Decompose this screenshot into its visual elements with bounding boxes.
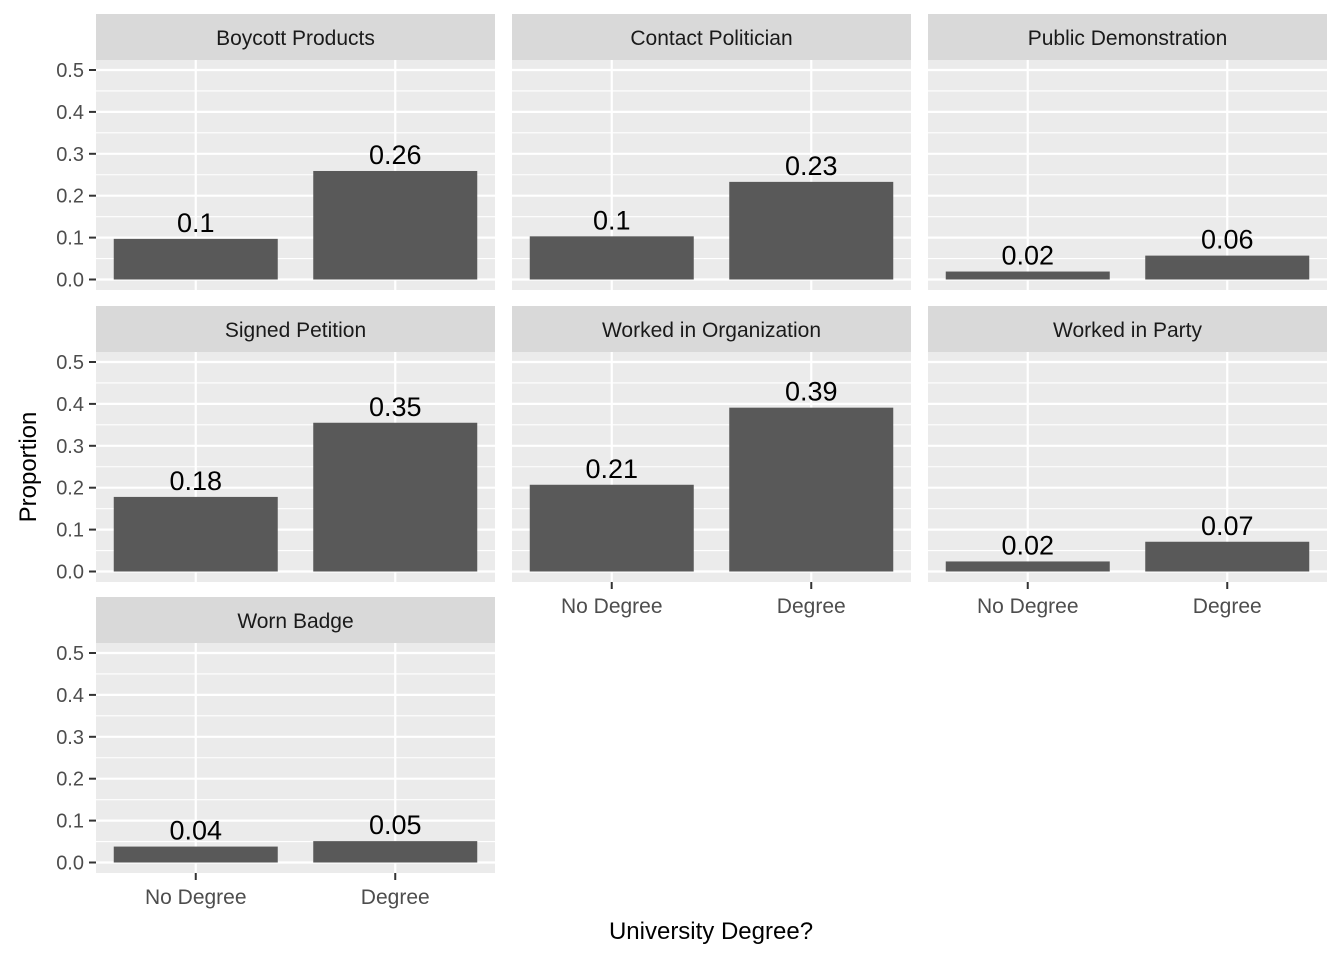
facet-strip [96, 306, 495, 352]
facet-title: Public Demonstration [1028, 27, 1228, 50]
y-tick-label: 0.5 [56, 352, 84, 374]
data-label: 0.26 [369, 140, 422, 170]
bar-degree [729, 407, 894, 572]
data-label: 0.35 [369, 392, 422, 422]
bar-no-degree [945, 561, 1110, 572]
y-tick-label: 0.1 [56, 520, 84, 542]
x-axis-title: University Degree? [609, 918, 813, 945]
y-tick-label: 0.2 [56, 186, 84, 208]
data-label: 0.05 [369, 810, 422, 840]
data-label: 0.02 [1001, 241, 1054, 271]
data-label: 0.1 [593, 205, 631, 235]
y-tick-label: 0.3 [56, 436, 84, 458]
facet-title: Boycott Products [216, 27, 375, 50]
facet-boycott-products: Boycott Products 0.1 0.26 0.0 0.1 0.2 0.3 0.4 0.… [56, 14, 495, 292]
data-label: 0.06 [1201, 225, 1254, 255]
bar-no-degree [529, 236, 694, 280]
y-tick-label: 0.4 [56, 685, 84, 707]
y-tick-label: 0.0 [56, 270, 84, 292]
bar-degree [313, 422, 478, 572]
facet-title: Worked in Party [1053, 319, 1202, 342]
x-tick-label: No Degree [561, 595, 663, 618]
data-label: 0.02 [1001, 530, 1054, 560]
facet-strip [928, 306, 1327, 352]
y-tick-label: 0.3 [56, 144, 84, 166]
facet-signed-petition: Signed Petition 0.18 0.35 0.0 0.1 0.2 0.3 0.4 0.… [56, 306, 495, 584]
y-tick-label: 0.3 [56, 727, 84, 749]
y-tick-label: 0.4 [56, 102, 84, 124]
facet-title: Contact Politician [630, 27, 792, 50]
y-tick-label: 0.0 [56, 853, 84, 875]
facet-strip [512, 14, 911, 60]
y-tick-label: 0.1 [56, 228, 84, 250]
facet-strip [928, 14, 1327, 60]
facet-worked-in-organization: Worked in Organization 0.21 0.39 No Degree D… [512, 306, 911, 618]
x-tick-label: Degree [777, 595, 846, 618]
bar-no-degree [113, 238, 278, 280]
y-tick-label: 0.5 [56, 60, 84, 82]
x-tick-label: No Degree [145, 886, 247, 909]
bar-degree [1145, 255, 1310, 280]
data-label: 0.1 [177, 208, 215, 238]
y-tick-label: 0.0 [56, 562, 84, 584]
bar-no-degree [945, 271, 1110, 280]
facet-public-demonstration: Public Demonstration 0.02 0.06 [928, 14, 1327, 290]
bar-no-degree [113, 496, 278, 572]
facet-strip [96, 14, 495, 60]
bar-degree [313, 841, 478, 863]
y-tick-label: 0.4 [56, 394, 84, 416]
data-label: 0.04 [169, 816, 222, 846]
bar-degree [729, 181, 894, 280]
facet-title: Worked in Organization [602, 319, 821, 342]
y-tick-label: 0.1 [56, 811, 84, 833]
data-label: 0.23 [785, 151, 838, 181]
x-tick-label: Degree [1193, 595, 1262, 618]
facet-strip [96, 597, 495, 643]
bar-degree [1145, 541, 1310, 572]
facet-worked-in-party: Worked in Party 0.02 0.07 No Degree Degree [928, 306, 1327, 618]
data-label: 0.07 [1201, 511, 1254, 541]
facet-strip [512, 306, 911, 352]
y-tick-label: 0.2 [56, 478, 84, 500]
data-label: 0.21 [585, 454, 638, 484]
x-tick-label: No Degree [977, 595, 1079, 618]
y-axis-title: Proportion [15, 412, 42, 523]
facet-title: Signed Petition [225, 319, 366, 342]
facet-contact-politician: Contact Politician 0.1 0.23 [512, 14, 911, 290]
data-label: 0.39 [785, 377, 838, 407]
bar-no-degree [529, 484, 694, 572]
facet-title: Worn Badge [237, 610, 353, 633]
x-tick-label: Degree [361, 886, 430, 909]
data-label: 0.18 [169, 466, 222, 496]
facet-worn-badge: Worn Badge 0.04 0.05 0.0 0.1 0.2 0.3 0.4 0.5 No D… [56, 597, 495, 909]
bar-no-degree [113, 846, 278, 863]
y-tick-label: 0.2 [56, 769, 84, 791]
bar-degree [313, 170, 478, 280]
y-tick-label: 0.5 [56, 643, 84, 665]
